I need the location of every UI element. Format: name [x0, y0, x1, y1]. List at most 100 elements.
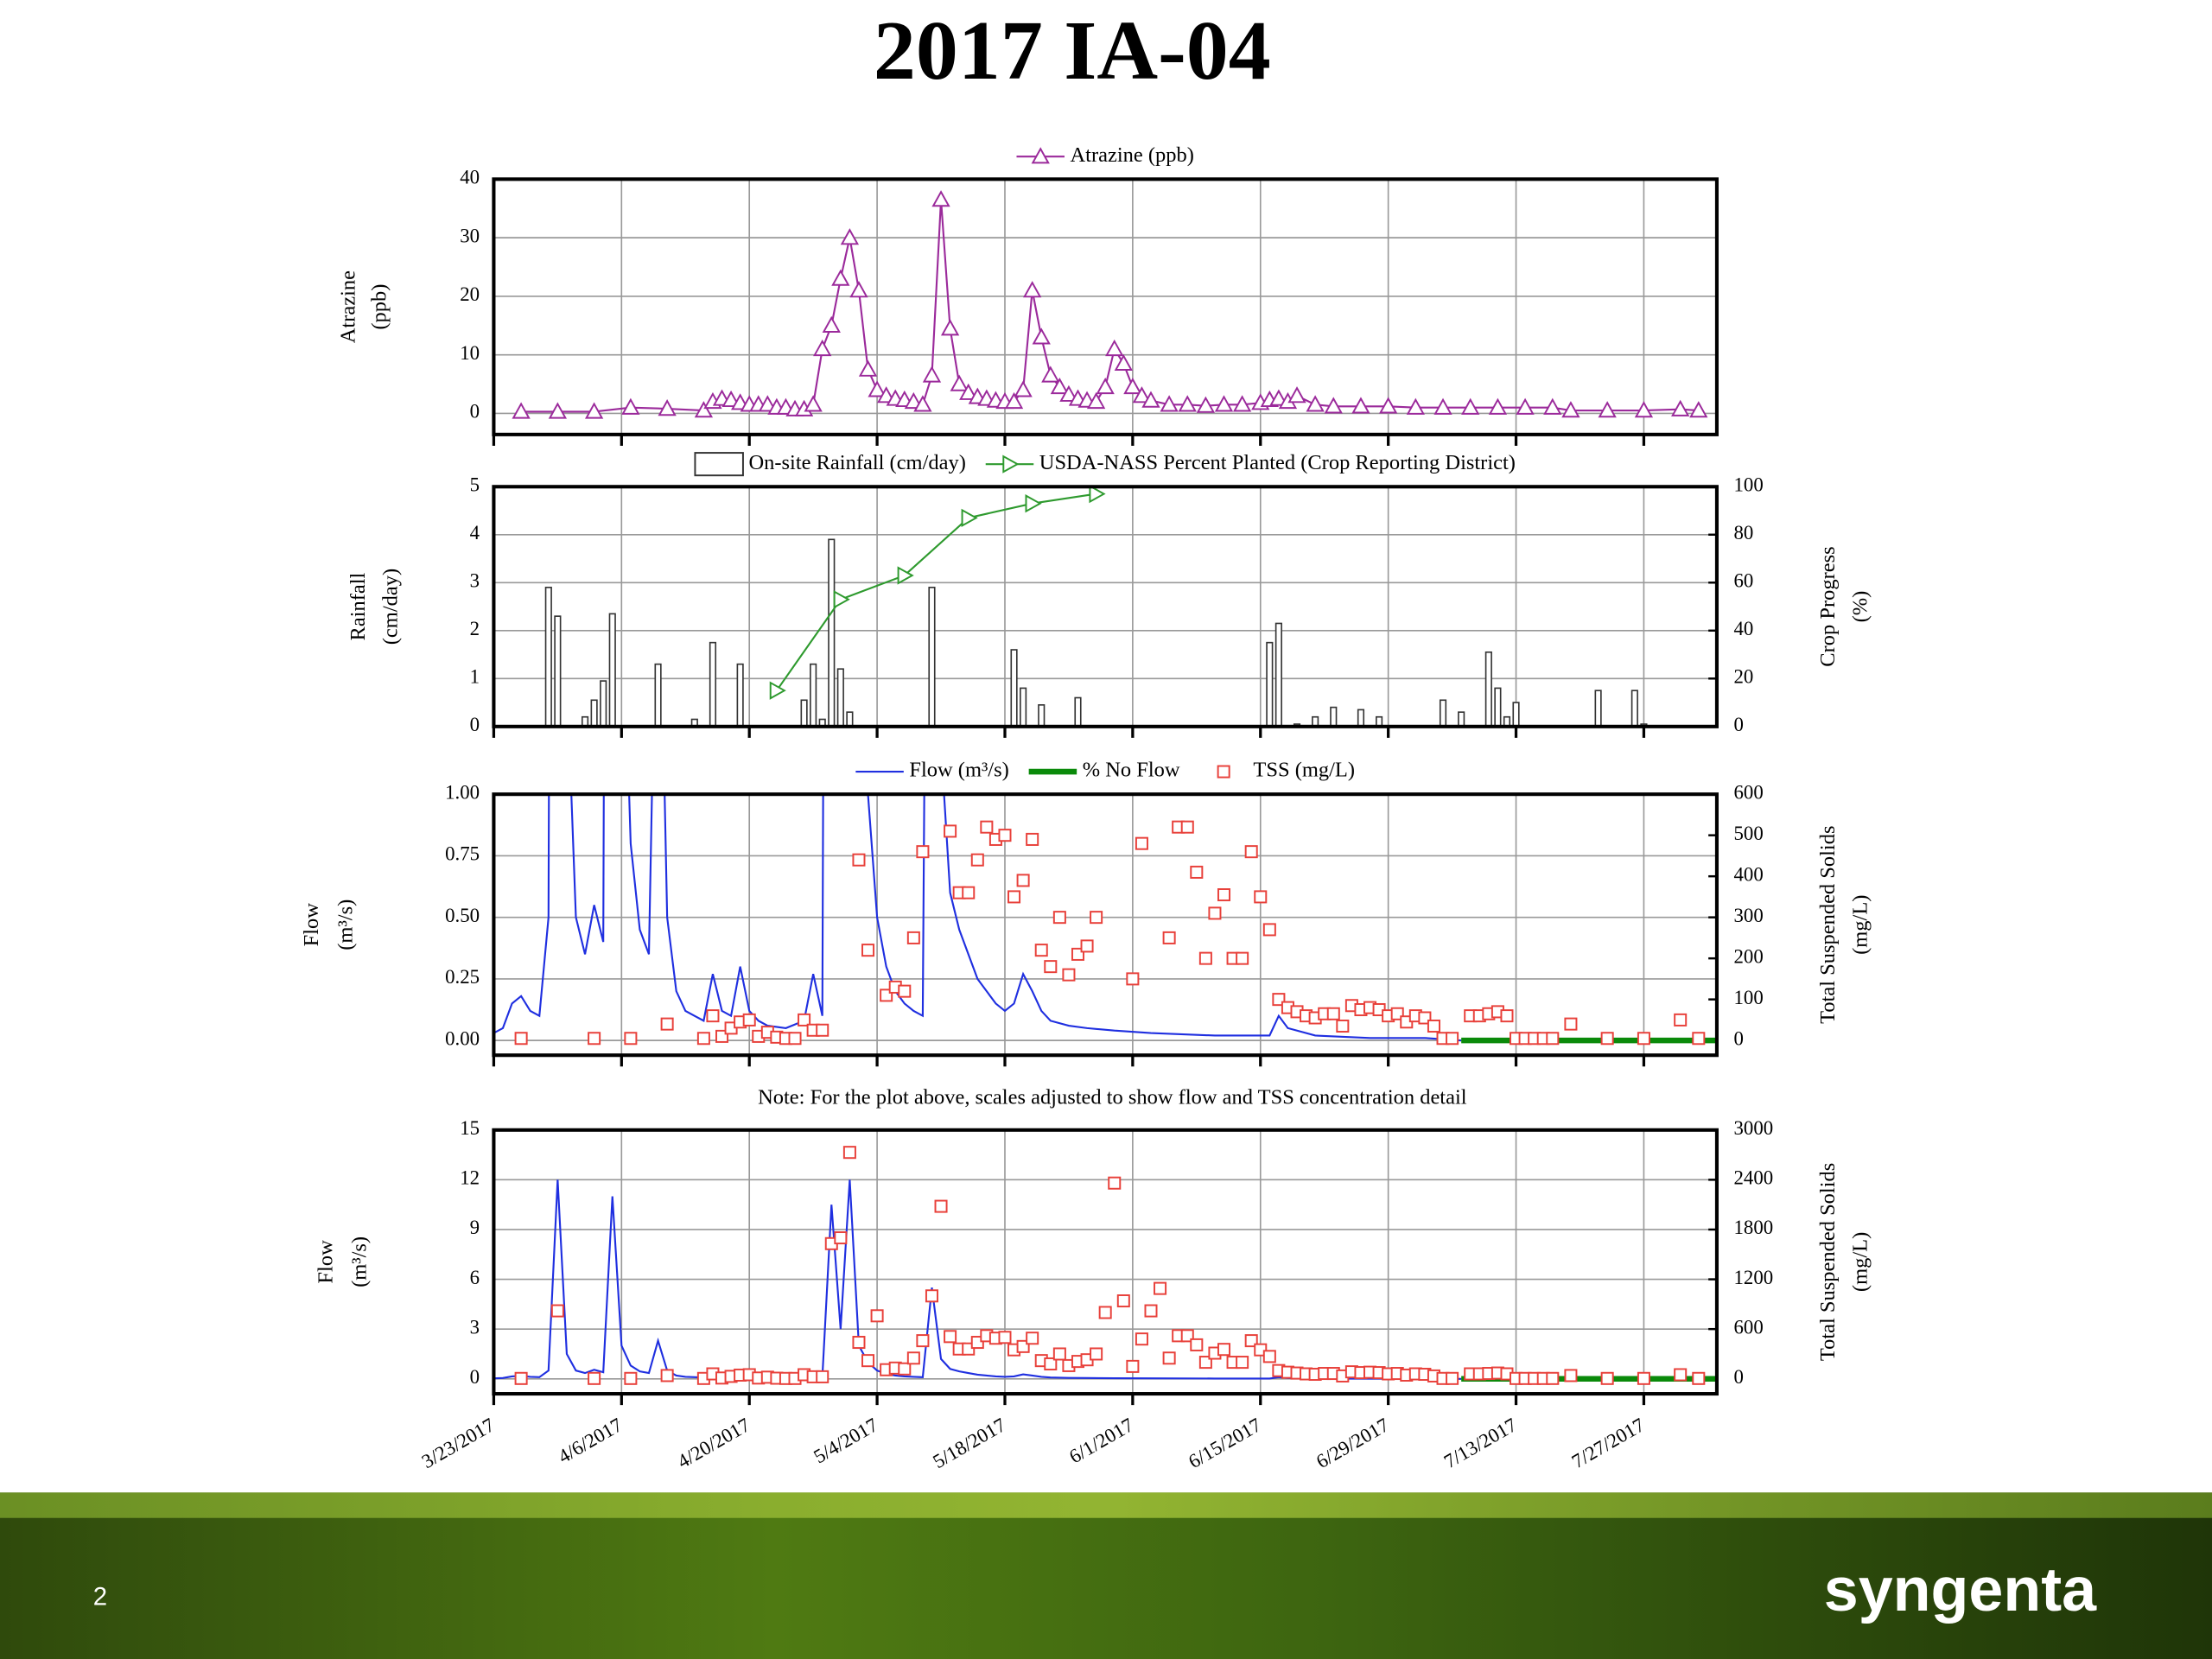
marker	[1600, 1371, 1614, 1385]
marker	[1162, 931, 1176, 944]
marker	[514, 1032, 528, 1046]
marker	[1196, 396, 1216, 413]
series-line	[493, 1179, 1462, 1380]
legend-swatch	[694, 452, 744, 477]
marker	[931, 190, 950, 207]
y-tick-label: 0.25	[445, 966, 480, 988]
x-tick-label: 4/6/2017	[555, 1414, 626, 1467]
marker	[1034, 944, 1048, 957]
marker	[913, 395, 932, 412]
marker	[970, 853, 984, 867]
y-axis-label: Flow	[300, 903, 323, 947]
y-tick-label: 10	[460, 342, 480, 364]
x-tick-label: 3/23/2017	[418, 1414, 499, 1472]
bar	[1594, 690, 1602, 727]
bar	[1494, 687, 1502, 727]
marker	[831, 269, 850, 286]
bar	[836, 668, 844, 727]
y2-tick-label: 200	[1734, 945, 1764, 967]
marker	[897, 566, 914, 585]
bar	[1020, 687, 1027, 727]
plot-area	[493, 649, 1717, 1046]
y-axis-label: (ppb)	[367, 284, 391, 330]
marker	[1446, 1032, 1459, 1046]
marker	[550, 1304, 564, 1318]
bar	[1630, 690, 1638, 727]
bar	[709, 641, 717, 727]
marker	[1007, 890, 1021, 904]
marker	[694, 401, 714, 418]
bar	[1038, 704, 1046, 727]
marker	[721, 390, 741, 408]
marker	[1600, 1032, 1614, 1046]
bar	[1010, 649, 1018, 727]
marker	[940, 319, 960, 336]
x-tick-label: 7/27/2017	[1568, 1414, 1649, 1472]
y2-tick-label: 400	[1734, 863, 1764, 885]
marker	[1105, 339, 1124, 357]
marker	[898, 1362, 912, 1376]
bar	[581, 715, 589, 727]
marker	[788, 1032, 802, 1046]
series-line	[521, 199, 1699, 413]
y2-tick-label: 100	[1734, 474, 1764, 496]
marker	[1446, 1371, 1459, 1385]
marker	[840, 228, 860, 245]
marker	[852, 1336, 866, 1350]
marker	[1262, 1350, 1276, 1363]
y2-tick-label: 2400	[1734, 1167, 1774, 1189]
marker	[842, 1146, 856, 1160]
bar	[1376, 715, 1383, 727]
marker	[1427, 1019, 1440, 1033]
marker	[1096, 377, 1115, 395]
marker	[1031, 147, 1050, 164]
marker	[624, 1371, 638, 1385]
x-tick-label: 7/13/2017	[1440, 1414, 1521, 1472]
marker	[1692, 1371, 1706, 1385]
y-tick-label: 5	[470, 474, 480, 496]
marker	[1052, 1347, 1066, 1361]
y-tick-label: 4	[470, 522, 480, 543]
bar	[1503, 715, 1511, 727]
marker	[998, 1331, 1012, 1344]
legend: Flow (m³/s) % No Flow TSS (mg/L)	[855, 759, 1355, 782]
bar	[1274, 622, 1282, 727]
y-axis-label: (cm/day)	[379, 569, 403, 645]
legend-label: Atrazine (ppb)	[1071, 143, 1194, 167]
marker	[1214, 395, 1234, 412]
marker	[906, 931, 920, 944]
y-tick-label: 0	[470, 1366, 480, 1388]
y2-tick-label: 0	[1734, 1027, 1744, 1049]
marker	[1123, 377, 1142, 395]
marker	[1287, 386, 1306, 404]
marker	[1190, 865, 1204, 879]
marker	[1118, 649, 1129, 660]
bar	[1357, 709, 1365, 727]
marker	[624, 1032, 638, 1046]
y-tick-label: 9	[470, 1217, 480, 1238]
y2-tick-label: 600	[1734, 1316, 1764, 1338]
marker	[898, 984, 912, 998]
plot-frame	[492, 485, 1719, 728]
marker	[1564, 1369, 1578, 1382]
marker	[816, 1023, 830, 1037]
bar	[1484, 651, 1492, 727]
y-tick-label: 15	[460, 1117, 480, 1139]
marker	[916, 1334, 930, 1348]
bar	[554, 615, 562, 727]
y-axis-label: (m³/s)	[334, 899, 357, 950]
x-tick-label: 6/29/2017	[1313, 1414, 1393, 1472]
logo: syngenta	[1824, 1555, 2097, 1624]
marker	[1052, 911, 1066, 925]
marker	[861, 1354, 875, 1368]
plot-area	[544, 486, 1648, 727]
marker	[514, 1371, 528, 1385]
marker	[962, 886, 976, 899]
marker	[1488, 397, 1508, 415]
marker	[1198, 951, 1212, 965]
plot-frame	[492, 1128, 1719, 1396]
marker	[1016, 874, 1030, 887]
marker	[1543, 397, 1562, 415]
y-tick-label: 0.75	[445, 843, 480, 865]
